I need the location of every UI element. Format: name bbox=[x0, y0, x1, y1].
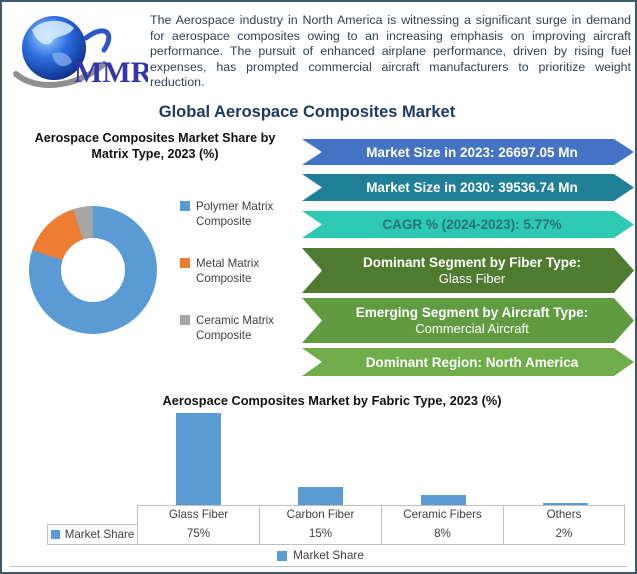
table-header-cell: Glass Fiber bbox=[137, 505, 259, 524]
globe-continent-2 bbox=[52, 52, 72, 67]
legend-swatch-icon bbox=[50, 530, 60, 539]
kpi-banner-text: CAGR % (2024-2023): 5.77% bbox=[382, 217, 562, 232]
logo-swoosh-gray bbox=[13, 61, 107, 88]
table-value-cell: 2% bbox=[503, 524, 625, 545]
bar-chart-title: Aerospace Composites Market by Fabric Ty… bbox=[162, 393, 502, 408]
intro-paragraph: The Aerospace industry in North America … bbox=[150, 13, 631, 90]
table-header-row: Glass Fiber Carbon Fiber Ceramic Fibers Oth… bbox=[47, 505, 625, 524]
chart-data-table: Glass Fiber Carbon Fiber Ceramic Fibers Oth… bbox=[47, 505, 625, 545]
donut-legend-label: Ceramic Matrix Composite bbox=[196, 314, 274, 342]
kpi-banner: CAGR % (2024-2023): 5.77% bbox=[302, 211, 634, 238]
kpi-banner-text: Dominant Segment by Fiber Type: bbox=[362, 255, 582, 270]
kpi-banner: Market Size in 2030: 39536.74 Mn bbox=[302, 174, 634, 201]
kpi-banner-text: Glass Fiber bbox=[438, 271, 506, 286]
kpi-banner-text: Dominant Region: North America bbox=[365, 354, 579, 370]
bar-chart-plot bbox=[137, 410, 627, 505]
table-header-cell: Ceramic Fibers bbox=[381, 505, 503, 524]
kpi-banner-text: Market Size in 2030: 39536.74 Mn bbox=[366, 180, 578, 195]
kpi-banner: Dominant Segment by Fiber Type: Glass Fib… bbox=[302, 248, 634, 293]
table-value-cell: 15% bbox=[259, 524, 381, 545]
donut-legend-item: Ceramic Matrix Composite bbox=[180, 313, 308, 343]
kpi-banner-text: Emerging Segment by Aircraft Type: bbox=[355, 305, 589, 320]
kpi-banner-text: Commercial Aircraft bbox=[415, 321, 529, 336]
donut-legend-item: Polymer Matrix Composite bbox=[180, 199, 308, 229]
donut-legend-item: Metal Matrix Composite bbox=[180, 256, 308, 286]
donut-legend-label: Polymer Matrix Composite bbox=[196, 200, 274, 228]
legend-swatch-icon bbox=[180, 201, 190, 211]
kpi-banner: Market Size in 2023: 26697.05 Mn bbox=[302, 139, 634, 165]
globe-continent bbox=[32, 20, 74, 45]
table-row-label-text: Market Share bbox=[64, 527, 135, 541]
bar-ceramic-fibers bbox=[421, 495, 466, 505]
bottom-divider bbox=[10, 566, 627, 567]
bar-chart-legend: Market Share bbox=[2, 548, 635, 562]
donut-legend-label: Metal Matrix Composite bbox=[196, 257, 260, 285]
table-header-cell: Carbon Fiber bbox=[259, 505, 381, 524]
page-title: Global Aerospace Composites Market bbox=[158, 103, 456, 121]
table-value-cell: 8% bbox=[381, 524, 503, 545]
kpi-banner-text: Market Size in 2023: 26697.05 Mn bbox=[366, 144, 578, 160]
bar-glass-fiber bbox=[176, 413, 221, 505]
legend-swatch-icon bbox=[277, 551, 288, 561]
kpi-banner: Emerging Segment by Aircraft Type: Commer… bbox=[302, 298, 634, 343]
donut-chart-hole bbox=[61, 238, 125, 302]
kpi-banner: Dominant Region: North America bbox=[302, 348, 634, 376]
table-corner-cell bbox=[47, 505, 137, 524]
table-value-cell: 75% bbox=[137, 524, 259, 545]
table-row-label: Market Share bbox=[47, 524, 137, 545]
mmr-logo: MMR bbox=[13, 16, 148, 89]
legend-label: Market Share bbox=[293, 548, 364, 562]
table-header-cell: Others bbox=[503, 505, 625, 524]
logo-swoosh-blue bbox=[83, 28, 112, 53]
legend-swatch-icon bbox=[180, 258, 190, 268]
bar-carbon-fiber bbox=[298, 487, 343, 505]
bar-others bbox=[543, 503, 588, 505]
legend-swatch-icon bbox=[180, 315, 190, 325]
logo-brand-text: MMR bbox=[74, 56, 148, 89]
donut-legend: Polymer Matrix Composite Metal Matrix Com… bbox=[180, 199, 308, 343]
donut-chart-title: Aerospace Composites Market Share by Mat… bbox=[34, 131, 276, 161]
table-value-row: Market Share 75% 15% 8% 2% bbox=[47, 524, 625, 545]
